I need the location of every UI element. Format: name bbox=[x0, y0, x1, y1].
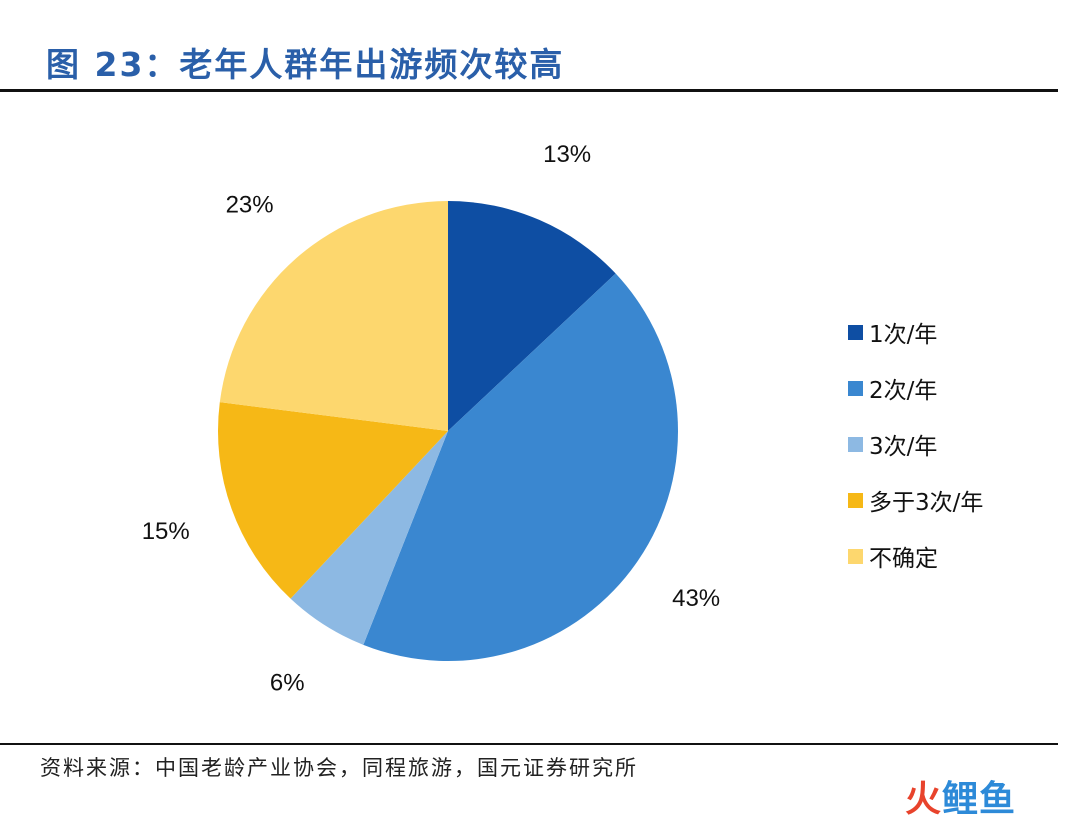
legend-label: 多于3次/年 bbox=[869, 490, 984, 516]
legend-label: 3次/年 bbox=[869, 434, 938, 460]
pie-slice-5 bbox=[219, 201, 448, 431]
top-divider bbox=[0, 89, 1058, 92]
pie-label-3: 6% bbox=[270, 670, 305, 697]
watermark-part-2: 鲤鱼 bbox=[942, 779, 1017, 820]
legend-label: 不确定 bbox=[869, 546, 938, 572]
pie-slice-4 bbox=[218, 402, 448, 599]
legend-swatch bbox=[848, 492, 863, 508]
pie-slices bbox=[218, 201, 678, 661]
legend-item-3: 3次/年 bbox=[848, 416, 983, 472]
legend-item-5: 不确定 bbox=[848, 528, 983, 584]
pie-label-1: 13% bbox=[543, 141, 591, 168]
bottom-divider bbox=[0, 743, 1058, 745]
legend-swatch bbox=[848, 548, 863, 564]
pie-label-2: 43% bbox=[672, 585, 720, 612]
legend-item-4: 多于3次/年 bbox=[848, 472, 983, 528]
pie-slice-3 bbox=[290, 431, 448, 645]
legend-label: 1次/年 bbox=[869, 322, 938, 348]
pie-labels: 13% 43% 6% 15% 23% bbox=[142, 141, 720, 697]
pie-label-4: 15% bbox=[142, 518, 190, 545]
legend-item-1: 1次/年 bbox=[848, 304, 983, 360]
pie-slice-2 bbox=[363, 273, 678, 661]
watermark-part-1: 火 bbox=[905, 779, 943, 820]
pie-slice-1 bbox=[448, 201, 616, 431]
source-note: 资料来源：中国老龄产业协会，同程旅游，国元证券研究所 bbox=[40, 756, 638, 780]
legend-label: 2次/年 bbox=[869, 378, 938, 404]
legend-swatch bbox=[848, 324, 863, 340]
legend: 1次/年 2次/年 3次/年多于3次/年 不确定 bbox=[848, 304, 983, 584]
chart-title: 图 23：老年人群年出游频次较高 bbox=[46, 45, 565, 84]
legend-item-2: 2次/年 bbox=[848, 360, 983, 416]
legend-swatch bbox=[848, 380, 863, 396]
watermark-logo: 火鲤鱼 bbox=[905, 770, 1016, 822]
legend-swatch bbox=[848, 436, 863, 452]
pie-label-5: 23% bbox=[226, 191, 274, 218]
